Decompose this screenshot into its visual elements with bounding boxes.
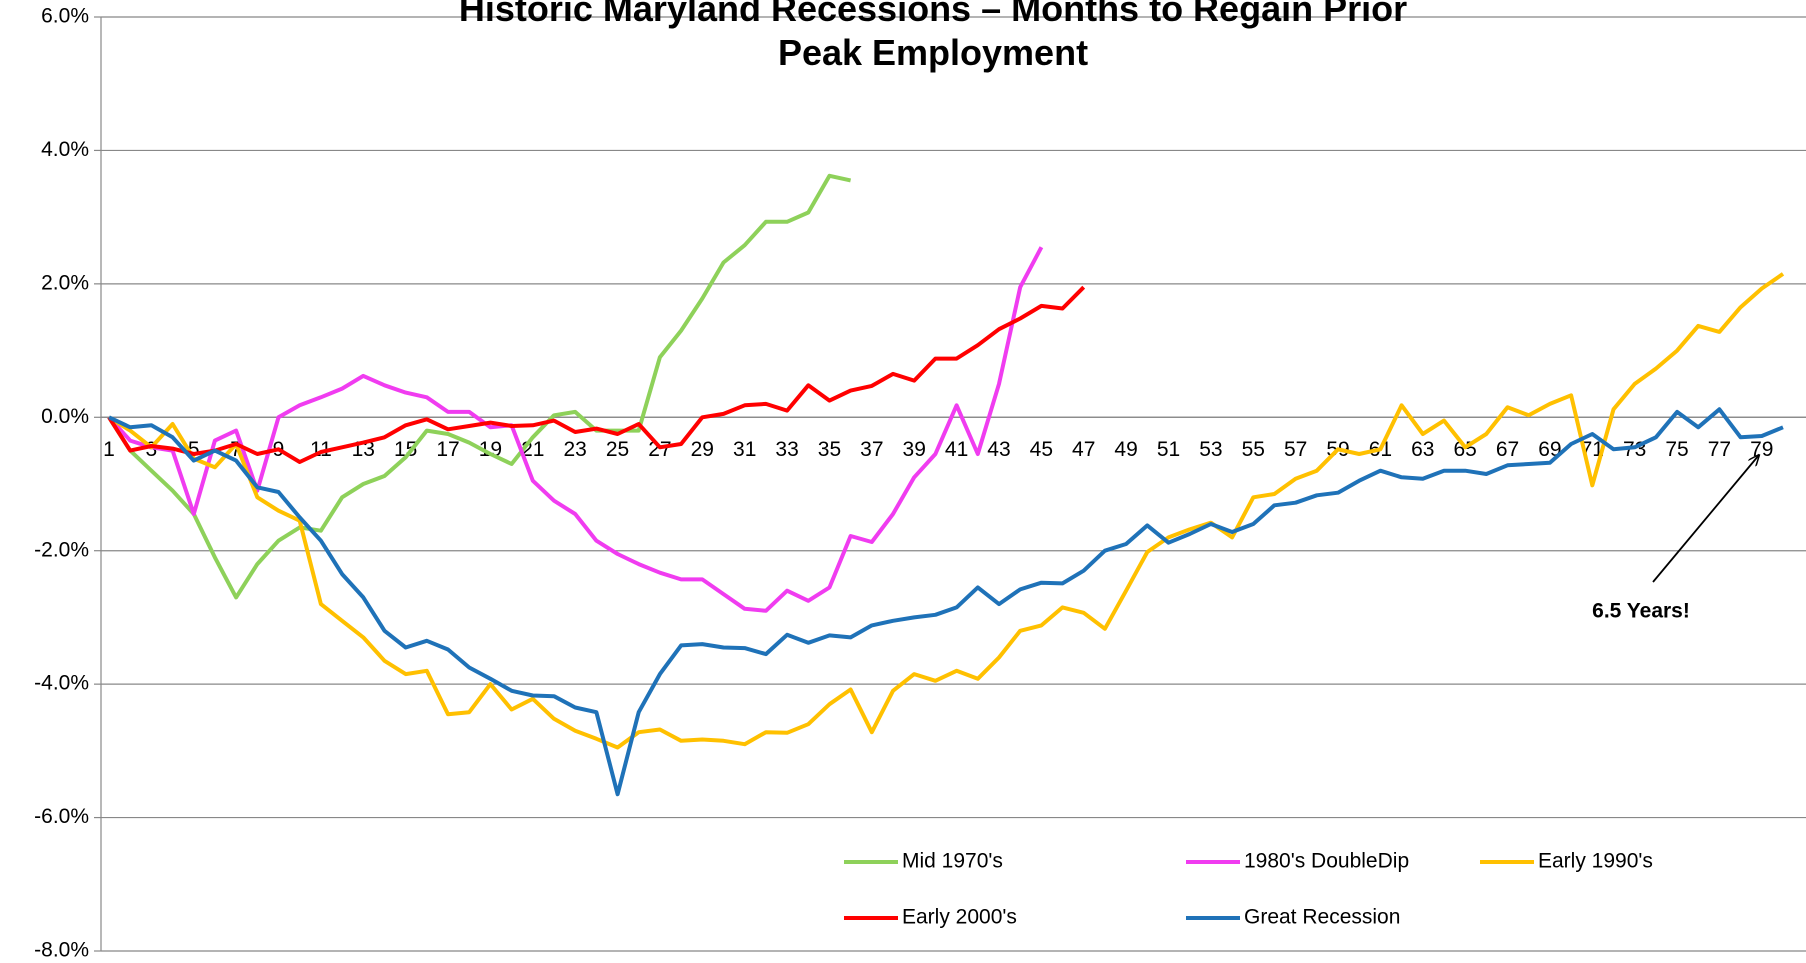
y-tick-label: -2.0% <box>34 538 89 561</box>
series-line <box>107 246 1044 613</box>
legend-label: Great Recession <box>1244 906 1400 929</box>
annotation: 6.5 Years! <box>1592 600 1690 623</box>
x-tick-label: 51 <box>1157 438 1180 461</box>
x-tick-label: 25 <box>606 438 629 461</box>
chart-title: Historic Maryland Recessions – Months to… <box>458 0 1408 73</box>
x-tick-label: 3 <box>146 438 158 461</box>
annotation-arrow <box>1652 455 1759 583</box>
series-line <box>108 407 1784 797</box>
x-tick-label: 35 <box>818 438 841 461</box>
x-tick-label: 1 <box>103 438 115 461</box>
legend-label: Mid 1970's <box>902 850 1003 873</box>
x-tick-label: 39 <box>903 438 926 461</box>
x-tick-label: 23 <box>563 438 586 461</box>
x-tick-label: 57 <box>1284 438 1307 461</box>
x-tick-label: 29 <box>691 438 714 461</box>
legend-label: 1980's DoubleDip <box>1244 850 1409 873</box>
x-tick-label: 63 <box>1411 438 1434 461</box>
x-tick-label: 41 <box>945 438 968 461</box>
series-line <box>107 285 1086 464</box>
x-tick-label: 77 <box>1708 438 1731 461</box>
y-tick-label: 2.0% <box>41 271 89 294</box>
legend-label: Early 1990's <box>1538 850 1653 873</box>
x-tick-label: 17 <box>436 438 459 461</box>
x-tick-label: 47 <box>1072 438 1095 461</box>
x-tick-label: 43 <box>987 438 1010 461</box>
series-line <box>107 173 852 600</box>
x-tick-label: 5 <box>188 438 200 461</box>
x-tick-label: 79 <box>1750 438 1773 461</box>
x-tick-label: 45 <box>1030 438 1053 461</box>
x-tick-label: 49 <box>1114 438 1137 461</box>
x-tick-label: 75 <box>1665 438 1688 461</box>
y-tick-label: 6.0% <box>41 5 89 28</box>
y-tick-label: 4.0% <box>41 138 89 161</box>
series-line <box>107 272 1785 750</box>
x-tick-label: 15 <box>394 438 417 461</box>
x-tick-label: 67 <box>1496 438 1519 461</box>
y-tick-label: 0.0% <box>41 405 89 428</box>
y-tick-label: -4.0% <box>34 672 89 695</box>
y-tick-label: -6.0% <box>34 805 89 828</box>
legend-label: Early 2000's <box>902 906 1017 929</box>
x-tick-label: 33 <box>775 438 798 461</box>
x-tick-label: 31 <box>733 438 756 461</box>
x-tick-label: 55 <box>1242 438 1265 461</box>
x-tick-label: 37 <box>860 438 883 461</box>
x-tick-label: 53 <box>1199 438 1222 461</box>
y-tick-label: -8.0% <box>34 939 89 962</box>
